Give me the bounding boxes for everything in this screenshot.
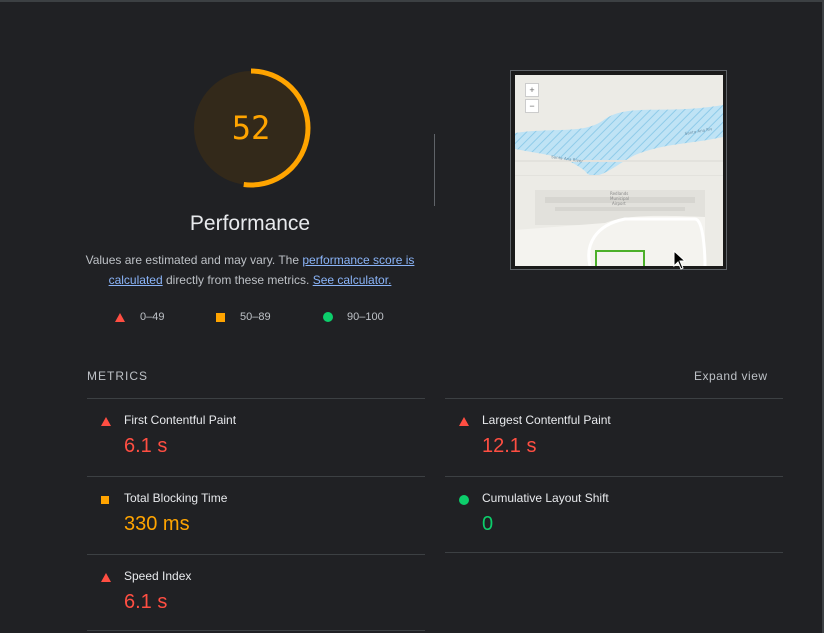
score-legend: 0–49 50–89 90–100 [0,308,500,324]
legend-fail-label: 0–49 [140,311,165,323]
triangle-red-icon [101,417,111,426]
expand-view-toggle[interactable]: Expand view [694,369,768,383]
metric-title: Cumulative Layout Shift [482,491,609,505]
circle-green-icon [459,495,469,505]
performance-score-link[interactable]: performance score is calculated [108,253,415,287]
score-description: Values are estimated and may vary. The p… [82,250,418,290]
desc-prefix: Values are estimated and may vary. The [85,253,303,267]
see-calculator-link[interactable]: See calculator. [312,273,392,287]
gauge-ring [191,68,311,188]
metrics-header: METRICS [87,369,148,383]
metric-cumulative-layout-shift[interactable]: Cumulative Layout Shift 0 [445,476,783,553]
zoom-out-button[interactable]: − [525,99,539,113]
triangle-red-icon [459,417,469,426]
square-orange-icon [101,496,109,504]
metric-title: Speed Index [124,569,192,583]
vertical-divider [434,134,435,206]
right-border [822,0,824,633]
metric-value: 12.1 s [482,435,537,457]
metric-value: 6.1 s [124,435,168,457]
performance-title: Performance [189,212,311,235]
metric-first-contentful-paint[interactable]: First Contentful Paint 6.1 s [87,398,425,475]
desc-middle: directly from these metrics. [162,273,313,287]
map-image: Santa Ana River Santa Ana Riv Redlands M… [515,75,723,266]
zoom-in-button[interactable]: + [525,83,539,97]
performance-score: 52 [231,109,271,147]
metric-total-blocking-time[interactable]: Total Blocking Time 330 ms [87,476,425,553]
metric-title: First Contentful Paint [124,413,237,427]
circle-green-icon [323,312,333,322]
airport-label-3: Airport [612,201,626,206]
river-label: Santa Ana River [551,154,584,163]
airport-label-1: Redlands [610,191,628,196]
top-border [0,0,824,2]
legend-pass-label: 90–100 [347,311,384,323]
legend-average-label: 50–89 [240,311,271,323]
triangle-red-icon [115,312,125,322]
airport-label-2: Municipal [610,196,629,201]
legend-fail: 0–49 [115,311,164,323]
map-graphic: Santa Ana River Santa Ana Riv Redlands M… [515,75,723,266]
triangle-red-icon [101,573,111,582]
metrics-bottom-divider [87,630,425,631]
performance-gauge[interactable]: 52 [189,66,313,190]
mouse-cursor-icon [673,250,687,270]
metric-speed-index[interactable]: Speed Index 6.1 s [87,554,425,631]
legend-pass: 90–100 [323,311,384,323]
metric-value: 330 ms [124,513,190,535]
metrics-bottom-divider-right [445,552,783,553]
metric-largest-contentful-paint[interactable]: Largest Contentful Paint 12.1 s [445,398,783,475]
metric-title: Total Blocking Time [124,491,228,505]
metric-value: 6.1 s [124,591,168,613]
metric-title: Largest Contentful Paint [482,413,611,427]
legend-average: 50–89 [216,311,271,323]
metric-value: 0 [482,513,494,535]
square-orange-icon [216,312,225,322]
river-label-2: Santa Ana Riv [684,126,713,136]
final-screenshot-thumbnail[interactable]: Santa Ana River Santa Ana Riv Redlands M… [510,70,727,270]
